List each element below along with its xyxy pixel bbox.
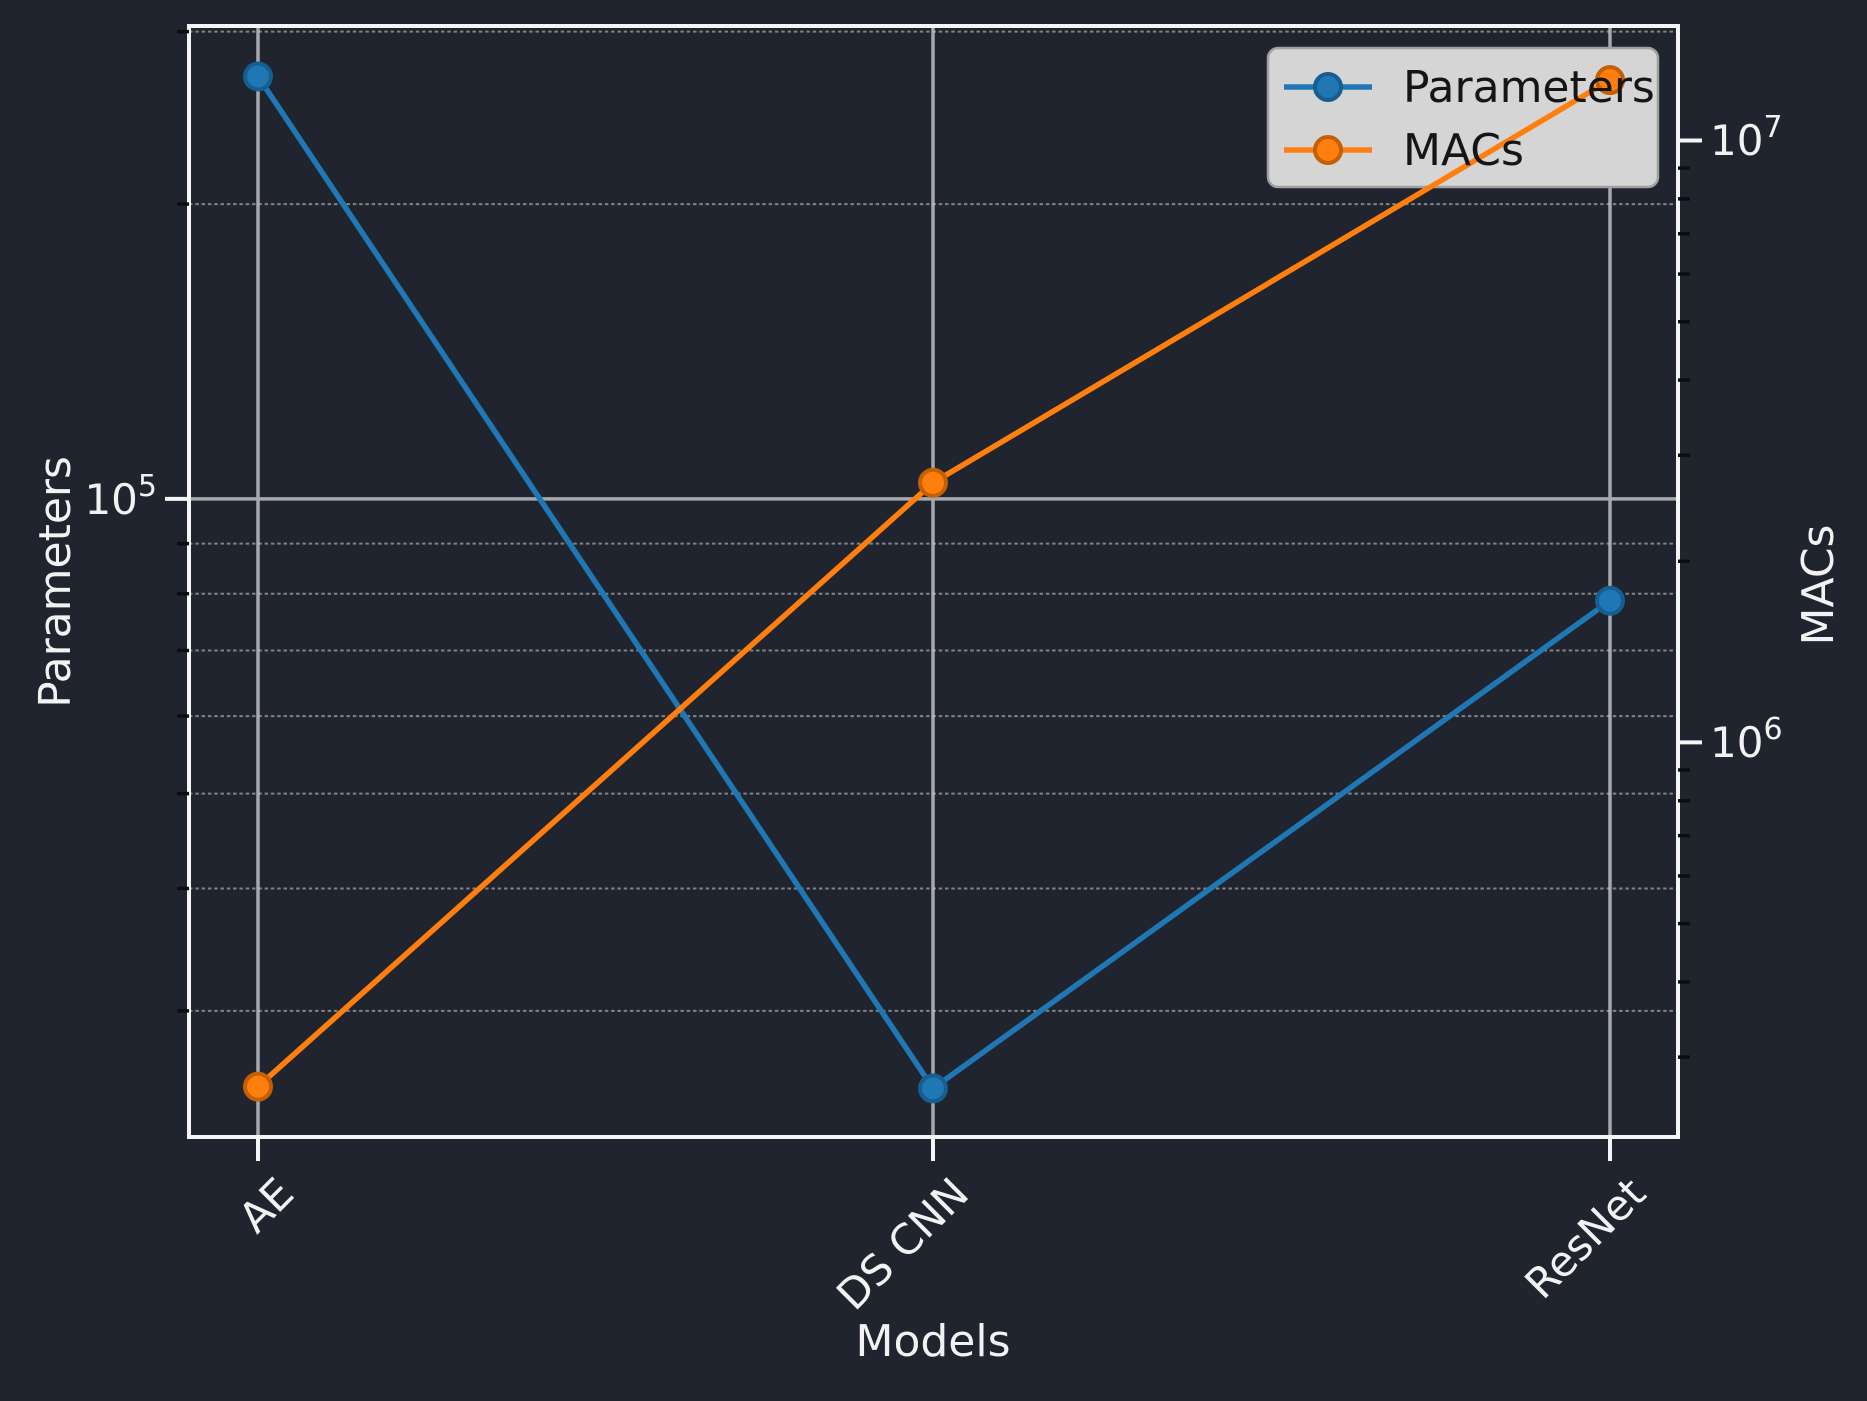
macs-series [243,65,1625,1102]
y-axis-left-label: Parameters [30,456,81,708]
parameters-series [243,61,1625,1104]
minor-gridlines [189,30,1678,1012]
macs-point-AE [243,1071,273,1102]
parameters-point-DS CNN [918,1073,948,1104]
x-axis-label: Models [855,1316,1010,1367]
legend-macs-marker-icon [1313,135,1343,165]
axis-ticks [165,29,1702,1161]
macs-point-DS CNN [918,467,948,498]
major-gridlines [189,26,1678,1137]
legend-parameters-marker-icon [1313,72,1343,102]
y-axis-right-label: MACs [1793,525,1844,646]
right-tick-label-1e7: 107 [1710,110,1783,165]
macs-point-ResNet [1595,65,1625,96]
legend-entry-parameters: Parameters [1403,62,1655,113]
right-tick-label-1e6: 106 [1710,712,1783,767]
parameters-point-AE [243,61,273,92]
parameters-point-ResNet [1595,585,1625,616]
legend-entry-macs: MACs [1403,125,1524,176]
legend: Parameters MACs [1284,62,1655,176]
left-tick-label-1e5: 105 [84,469,157,524]
axis-titles: Models Parameters MACs [30,456,1844,1367]
